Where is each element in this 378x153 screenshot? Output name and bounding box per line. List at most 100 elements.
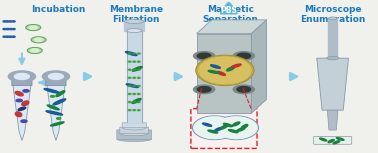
Ellipse shape: [232, 122, 240, 126]
Circle shape: [128, 93, 131, 95]
Circle shape: [51, 96, 54, 97]
Polygon shape: [46, 83, 65, 140]
Ellipse shape: [241, 125, 248, 129]
Circle shape: [237, 87, 251, 92]
Circle shape: [23, 90, 29, 92]
Circle shape: [9, 21, 12, 22]
Circle shape: [137, 53, 140, 54]
Circle shape: [133, 85, 135, 86]
Ellipse shape: [192, 116, 237, 140]
Circle shape: [133, 93, 135, 95]
Ellipse shape: [198, 56, 252, 85]
Circle shape: [6, 28, 9, 30]
Polygon shape: [317, 58, 349, 110]
Circle shape: [31, 49, 39, 52]
Circle shape: [21, 120, 27, 122]
Ellipse shape: [328, 17, 337, 20]
Circle shape: [237, 53, 251, 59]
Ellipse shape: [51, 122, 64, 126]
Ellipse shape: [120, 131, 148, 136]
Ellipse shape: [18, 107, 26, 110]
Circle shape: [128, 110, 131, 111]
Ellipse shape: [217, 71, 225, 75]
Ellipse shape: [211, 65, 220, 68]
FancyBboxPatch shape: [120, 127, 149, 134]
Circle shape: [137, 69, 140, 70]
Circle shape: [12, 21, 15, 22]
Polygon shape: [327, 110, 338, 130]
Ellipse shape: [15, 112, 22, 117]
Circle shape: [57, 118, 61, 119]
Circle shape: [128, 77, 131, 78]
Ellipse shape: [336, 138, 344, 140]
Ellipse shape: [231, 64, 241, 67]
Ellipse shape: [196, 55, 254, 86]
Ellipse shape: [127, 29, 142, 33]
Ellipse shape: [203, 123, 212, 126]
Ellipse shape: [125, 52, 137, 56]
Polygon shape: [127, 31, 142, 122]
Ellipse shape: [117, 137, 151, 142]
Circle shape: [6, 36, 9, 37]
Text: Magnetic
Separation: Magnetic Separation: [203, 5, 259, 24]
Ellipse shape: [214, 127, 223, 131]
Polygon shape: [197, 20, 266, 34]
Ellipse shape: [15, 91, 23, 96]
Ellipse shape: [214, 116, 259, 140]
Circle shape: [27, 47, 42, 54]
Circle shape: [137, 85, 140, 86]
FancyBboxPatch shape: [191, 109, 257, 148]
Polygon shape: [12, 83, 31, 140]
Circle shape: [133, 53, 135, 54]
Ellipse shape: [132, 67, 142, 71]
Circle shape: [128, 85, 131, 86]
Circle shape: [31, 37, 46, 43]
Ellipse shape: [56, 91, 65, 97]
Ellipse shape: [22, 101, 29, 106]
Circle shape: [233, 52, 254, 60]
Ellipse shape: [46, 111, 62, 115]
Polygon shape: [328, 18, 337, 58]
Circle shape: [128, 53, 131, 54]
Circle shape: [48, 73, 64, 79]
Ellipse shape: [229, 130, 238, 133]
Circle shape: [14, 73, 29, 79]
Ellipse shape: [328, 139, 334, 143]
Ellipse shape: [53, 99, 66, 105]
Polygon shape: [220, 2, 237, 14]
Circle shape: [128, 102, 131, 103]
Circle shape: [9, 36, 12, 37]
Circle shape: [197, 87, 211, 92]
Ellipse shape: [208, 70, 219, 73]
FancyBboxPatch shape: [46, 80, 66, 86]
Circle shape: [197, 53, 211, 59]
Text: PBS: PBS: [220, 6, 237, 15]
Circle shape: [29, 26, 37, 29]
Circle shape: [137, 61, 140, 62]
Circle shape: [133, 69, 135, 70]
Ellipse shape: [227, 67, 234, 71]
Circle shape: [133, 77, 135, 78]
Circle shape: [12, 28, 15, 30]
FancyBboxPatch shape: [122, 123, 146, 128]
Circle shape: [128, 61, 131, 62]
Circle shape: [3, 21, 6, 22]
Circle shape: [133, 110, 135, 111]
Circle shape: [137, 102, 140, 103]
Ellipse shape: [44, 89, 60, 93]
Ellipse shape: [208, 130, 218, 133]
Circle shape: [8, 71, 36, 82]
Ellipse shape: [320, 138, 327, 141]
FancyBboxPatch shape: [117, 130, 152, 139]
Ellipse shape: [194, 116, 235, 139]
Circle shape: [194, 85, 215, 94]
Ellipse shape: [237, 128, 245, 131]
Ellipse shape: [126, 84, 138, 88]
Ellipse shape: [327, 56, 339, 60]
Ellipse shape: [333, 141, 340, 144]
Ellipse shape: [215, 116, 257, 139]
Circle shape: [6, 21, 9, 22]
Text: Membrane
Filtration: Membrane Filtration: [109, 5, 163, 24]
Circle shape: [9, 28, 12, 30]
Circle shape: [12, 36, 15, 37]
